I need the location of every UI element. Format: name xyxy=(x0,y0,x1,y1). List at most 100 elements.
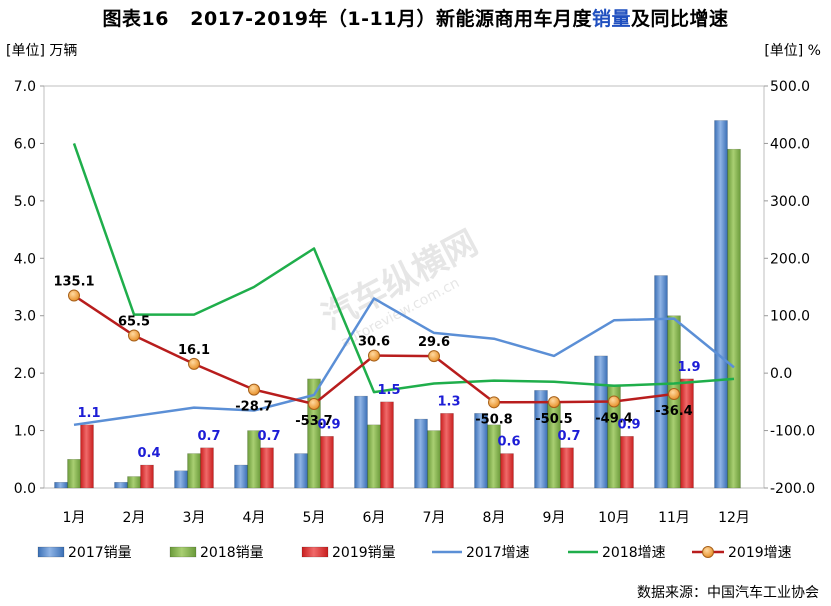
chart-title-highlight: 销量 xyxy=(591,8,631,30)
line-2017-growth xyxy=(73,297,735,427)
bar-2018 xyxy=(187,453,201,489)
line-2019-data-label: 65.5 xyxy=(118,315,150,330)
marker-2019-growth xyxy=(308,397,320,410)
x-axis-tick-label: 1月 xyxy=(63,510,86,526)
bar-2019-data-label: 0.7 xyxy=(197,429,220,444)
right-axis-tick-label: 100.0 xyxy=(770,309,810,325)
legend-2017-sales-swatch xyxy=(37,546,65,558)
left-axis-tick-label: 7.0 xyxy=(14,79,36,95)
left-axis-tick-label: 4.0 xyxy=(14,251,36,267)
x-axis-tick-label: 10月 xyxy=(598,510,630,526)
bar-2019 xyxy=(620,436,634,489)
right-axis-tick-label: 200.0 xyxy=(770,251,810,267)
bar-2019 xyxy=(560,447,574,489)
left-axis-tick-label: 5.0 xyxy=(14,194,36,210)
bar-2019 xyxy=(260,447,274,489)
chart-title-suffix: 及同比增速 xyxy=(631,8,729,30)
bar-2018 xyxy=(667,315,681,489)
left-axis-tick-label: 3.0 xyxy=(14,309,36,325)
bar-2018 xyxy=(67,459,81,489)
x-axis-tick-label: 4月 xyxy=(243,510,266,526)
right-axis-tick-label: -100.0 xyxy=(770,424,815,440)
bar-2019-data-label: 0.7 xyxy=(257,429,280,444)
marker-2019-growth xyxy=(668,388,680,401)
x-axis-tick-label: 6月 xyxy=(363,510,386,526)
left-axis-tick-label: 2.0 xyxy=(14,366,36,382)
right-axis-tick-label: 0.0 xyxy=(770,366,792,382)
bar-2019 xyxy=(200,447,214,489)
bar-2018 xyxy=(367,424,381,489)
bar-2017 xyxy=(714,120,728,489)
right-axis-tick-label: 400.0 xyxy=(770,136,810,152)
plot-area-border xyxy=(43,85,765,489)
legend-2017-sales-label: 2017销量 xyxy=(68,545,132,561)
legend-2019-growth-marker xyxy=(702,546,714,558)
bar-2017 xyxy=(354,395,368,489)
marker-2019-growth xyxy=(128,329,140,342)
x-axis-tick-label: 8月 xyxy=(483,510,506,526)
chart-title-prefix: 图表16 xyxy=(102,8,169,30)
x-axis-tick-label: 7月 xyxy=(423,510,446,526)
marker-2019-growth xyxy=(368,349,380,362)
x-axis-tick-label: 12月 xyxy=(718,510,750,526)
marker-2019-growth xyxy=(548,396,560,409)
bar-2019-data-label: 0.9 xyxy=(317,417,340,432)
chart-title-main: 2017-2019年（1-11月）新能源商用车月度 xyxy=(190,8,592,30)
right-axis-tick-label: -200.0 xyxy=(770,481,815,497)
bar-2019 xyxy=(320,436,334,489)
bar-2019-data-label: 0.4 xyxy=(137,446,160,461)
bar-2019-data-label: 1.3 xyxy=(437,394,460,409)
legend-2019-sales-swatch xyxy=(301,546,329,558)
right-axis-unit: [单位] % xyxy=(764,43,821,59)
bar-2019-data-label: 0.7 xyxy=(557,429,580,444)
bar-2019 xyxy=(380,401,394,489)
marker-2019-growth xyxy=(488,396,500,409)
legend-2019-growth-label: 2019增速 xyxy=(728,545,792,561)
legend-2017-growth-label: 2017增速 xyxy=(466,545,530,561)
x-axis-tick-label: 5月 xyxy=(303,510,326,526)
line-2019-data-label: -28.7 xyxy=(235,400,272,415)
right-axis-tick-label: 500.0 xyxy=(770,79,810,95)
bar-2019 xyxy=(80,424,94,489)
bar-2017 xyxy=(534,390,548,489)
line-2019-data-label: -49.4 xyxy=(595,412,632,427)
x-axis-tick-label: 11月 xyxy=(658,510,690,526)
legend-2018-sales-label: 2018销量 xyxy=(200,545,264,561)
bar-2018 xyxy=(727,148,741,489)
bar-2019 xyxy=(140,464,154,489)
marker-2019-growth xyxy=(608,395,620,408)
bar-2019-data-label: 1.9 xyxy=(677,360,700,375)
left-axis-tick-label: 1.0 xyxy=(14,424,36,440)
line-2019-data-label: -36.4 xyxy=(655,404,692,419)
line-2019-data-label: -53.7 xyxy=(295,414,332,429)
bar-2017 xyxy=(654,275,668,489)
marker-2019-growth xyxy=(68,289,80,302)
bar-2018 xyxy=(427,430,441,489)
bar-2017 xyxy=(174,470,188,489)
bar-2019 xyxy=(680,378,694,489)
line-2018-growth xyxy=(72,142,735,394)
bar-2017 xyxy=(234,464,248,489)
bar-2017 xyxy=(414,418,428,489)
marker-2019-growth xyxy=(248,383,260,396)
bar-2018 xyxy=(127,476,141,489)
x-axis-tick-label: 9月 xyxy=(543,510,566,526)
line-2019-data-label: -50.8 xyxy=(475,412,512,427)
right-axis-tick-label: 300.0 xyxy=(770,194,810,210)
line-2019-data-label: -50.5 xyxy=(535,412,572,427)
legend-2018-growth-label: 2018增速 xyxy=(602,545,666,561)
line-2019-data-label: 16.1 xyxy=(178,343,210,358)
bar-2017 xyxy=(54,482,68,489)
left-axis-tick-label: 6.0 xyxy=(14,136,36,152)
bar-2019-data-label: 1.1 xyxy=(77,406,100,421)
bar-2017 xyxy=(114,482,128,489)
bar-2019-data-label: 0.6 xyxy=(497,435,520,450)
x-axis-tick-label: 3月 xyxy=(183,510,206,526)
bar-2017 xyxy=(294,453,308,489)
bar-2019 xyxy=(440,413,454,489)
bar-2019-data-label: 1.5 xyxy=(377,383,400,398)
line-2019-data-label: 30.6 xyxy=(358,335,390,350)
marker-2019-growth xyxy=(188,357,200,370)
